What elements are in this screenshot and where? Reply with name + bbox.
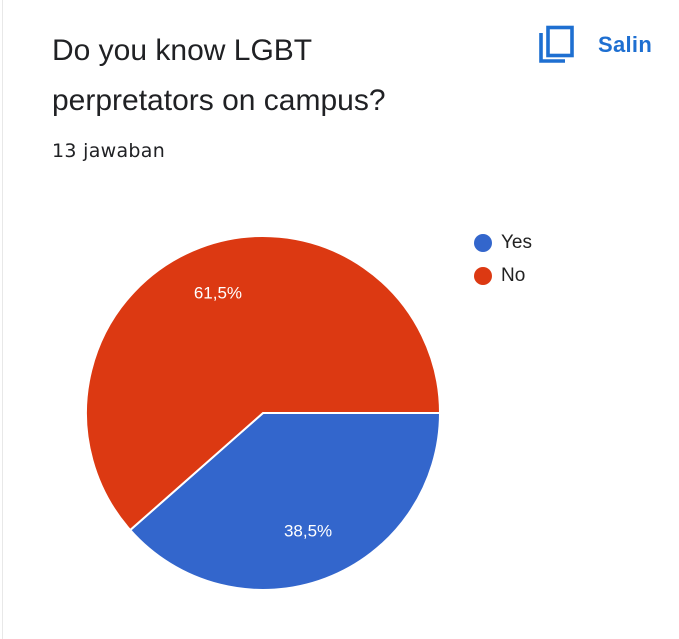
pie-chart: 38,5% 61,5% Yes No [85, 232, 532, 591]
legend-marker-no [474, 267, 492, 285]
copy-button-label: Salin [598, 32, 653, 57]
legend-label-no: No [501, 265, 525, 286]
slice-label-no: 61,5% [194, 283, 242, 302]
pie-slice-yes [128, 412, 442, 591]
copy-icon [539, 25, 574, 63]
legend-item-no: No [474, 265, 525, 286]
legend-marker-yes [474, 234, 492, 252]
card-border [2, 0, 3, 639]
response-count: 13 jawaban [52, 140, 166, 162]
legend-label-yes: Yes [501, 232, 532, 253]
slice-label-yes: 38,5% [284, 522, 332, 541]
question-title: Do you know LGBT perpretators on campus? [52, 34, 386, 117]
legend-item-yes: Yes [474, 232, 532, 253]
legend: Yes No [474, 232, 532, 286]
copy-chart-button[interactable]: Salin [536, 22, 652, 68]
pie-slices [85, 235, 442, 591]
pie-labels: 38,5% 61,5% [194, 283, 332, 540]
pie-slice-no [85, 235, 442, 532]
